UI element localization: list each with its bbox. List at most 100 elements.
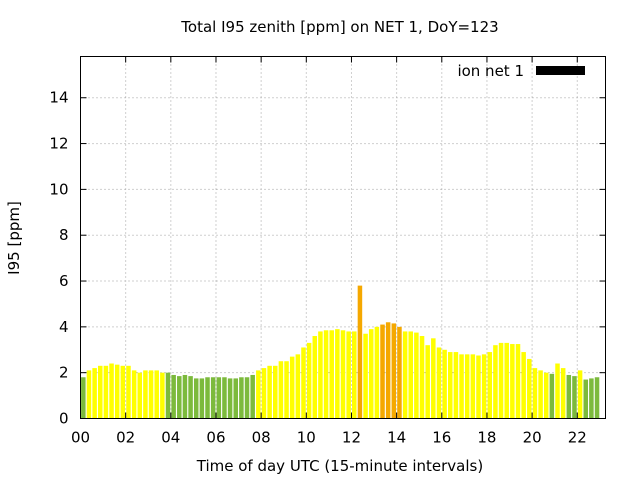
bar xyxy=(98,365,103,419)
bar xyxy=(216,377,222,419)
bar xyxy=(278,361,284,419)
bar xyxy=(239,377,244,419)
bar xyxy=(368,329,374,419)
y-tick-label: 14 xyxy=(49,89,68,107)
bar xyxy=(131,370,137,419)
bar xyxy=(431,338,436,419)
bar xyxy=(425,345,430,419)
bar xyxy=(397,326,402,419)
bar xyxy=(335,329,340,419)
bar xyxy=(538,370,543,419)
legend-label: ion net 1 xyxy=(457,62,524,80)
bar xyxy=(109,363,114,419)
x-tick-label: 00 xyxy=(71,429,90,447)
bar xyxy=(340,330,346,419)
bar xyxy=(543,372,549,419)
x-tick-label: 06 xyxy=(206,429,225,447)
bar xyxy=(352,331,357,419)
bar xyxy=(301,347,306,419)
x-tick-label: 10 xyxy=(297,429,316,447)
bar xyxy=(363,333,368,419)
bar xyxy=(583,379,588,419)
x-tick-label: 12 xyxy=(342,429,361,447)
bar xyxy=(380,324,385,419)
bar xyxy=(165,372,171,419)
y-tick-label: 2 xyxy=(59,364,69,382)
bar xyxy=(566,374,572,419)
bar xyxy=(408,331,413,419)
bar xyxy=(453,352,459,419)
bar xyxy=(92,368,97,419)
bar xyxy=(391,323,397,419)
bar xyxy=(510,344,515,419)
bar xyxy=(374,326,380,419)
bar xyxy=(357,285,363,419)
bar xyxy=(143,370,148,419)
bar xyxy=(323,330,329,419)
bar xyxy=(493,345,498,419)
x-tick-label: 08 xyxy=(252,429,271,447)
bar xyxy=(182,374,188,419)
bar xyxy=(594,377,600,419)
legend-swatch xyxy=(536,66,585,75)
bar xyxy=(120,365,126,419)
bar xyxy=(448,352,453,419)
bar xyxy=(295,354,301,419)
bar xyxy=(284,361,289,419)
y-axis-label: I95 [ppm] xyxy=(5,201,23,275)
legend: ion net 1 xyxy=(457,62,585,80)
bar xyxy=(532,368,538,419)
bar xyxy=(414,332,419,419)
bar xyxy=(515,344,521,419)
bar xyxy=(476,355,481,419)
bar xyxy=(419,336,425,419)
y-tick-label: 12 xyxy=(49,135,68,153)
bar xyxy=(244,377,250,419)
bar xyxy=(318,331,323,419)
bar xyxy=(498,342,504,419)
y-tick-label: 4 xyxy=(59,318,69,336)
x-tick-label: 20 xyxy=(523,429,542,447)
bar xyxy=(555,363,560,419)
x-tick-label: 18 xyxy=(477,429,496,447)
bar-layer xyxy=(81,285,600,419)
y-tick-label: 6 xyxy=(59,272,69,290)
bar xyxy=(154,370,159,419)
bar xyxy=(527,358,532,419)
bar xyxy=(227,378,233,419)
x-tick-label: 14 xyxy=(387,429,406,447)
y-tick-label: 8 xyxy=(59,226,69,244)
bar xyxy=(177,376,182,419)
bar xyxy=(103,365,109,419)
bar xyxy=(193,378,199,419)
bar xyxy=(470,354,476,419)
x-tick-label: 22 xyxy=(568,429,587,447)
bar xyxy=(273,365,278,419)
grid-layer xyxy=(80,56,606,419)
bar xyxy=(233,378,238,419)
bar xyxy=(385,322,391,419)
x-tick-label: 02 xyxy=(116,429,135,447)
bar xyxy=(312,336,318,419)
bar xyxy=(329,330,334,419)
bar xyxy=(256,370,261,419)
bar xyxy=(267,365,272,419)
y-tick-label: 10 xyxy=(49,180,68,198)
bar xyxy=(306,342,312,419)
y-tick-label: 0 xyxy=(59,410,69,428)
bar xyxy=(459,354,464,419)
bar xyxy=(464,354,470,419)
bar xyxy=(436,347,442,419)
bar xyxy=(148,370,154,419)
bar xyxy=(222,377,227,419)
bar xyxy=(171,374,176,419)
bar xyxy=(188,376,193,419)
bar xyxy=(81,377,86,419)
x-axis-label: Time of day UTC (15-minute intervals) xyxy=(196,457,483,475)
bar xyxy=(577,370,583,419)
chart-title: Total I95 zenith [ppm] on NET 1, DoY=123 xyxy=(180,18,498,36)
x-tick-label: 04 xyxy=(161,429,180,447)
bar xyxy=(589,378,594,419)
